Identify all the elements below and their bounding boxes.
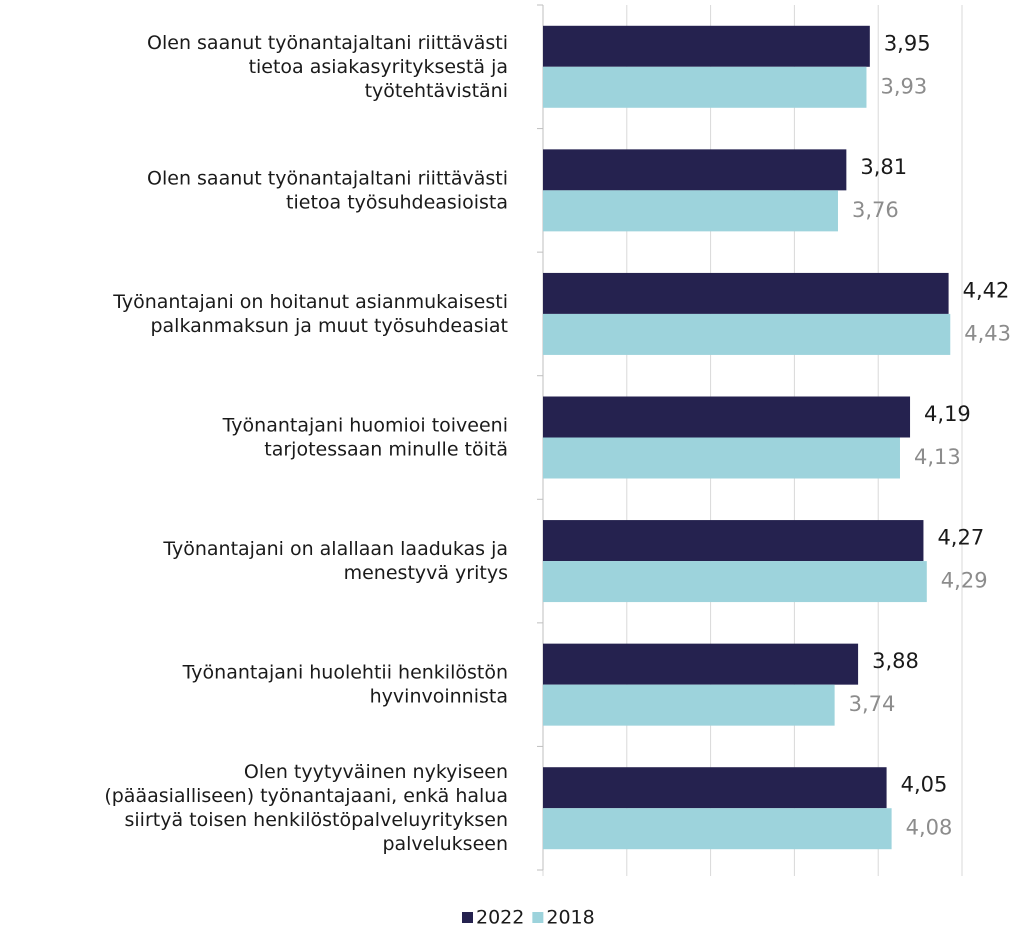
bar (543, 396, 911, 438)
bar (543, 561, 927, 603)
category-label: Olen tyytyväinen nykyiseen (pääasiallisee… (104, 761, 508, 855)
bar (543, 520, 924, 562)
bar (543, 25, 870, 67)
legend-label: 2022 (476, 907, 524, 929)
bar (543, 684, 835, 726)
value-label: 4,43 (964, 321, 1011, 345)
bar (543, 149, 847, 191)
category-label: Työnantajani huomioi toiveeni tarjotessaa… (222, 414, 508, 460)
value-label: 3,76 (852, 198, 899, 222)
bar (543, 767, 887, 809)
value-label: 4,05 (901, 773, 948, 797)
category-label: Työnantajani huolehtii henkilöstön hyvinv… (182, 661, 508, 707)
bar (543, 190, 838, 232)
legend-swatch (532, 912, 544, 923)
legend-label: 2018 (546, 907, 594, 929)
category-label: Työnantajani on alallaan laadukas ja mene… (162, 538, 508, 584)
bar (543, 66, 867, 108)
value-label: 4,19 (924, 402, 971, 426)
bar (543, 808, 892, 850)
category-label: Työnantajani on hoitanut asianmukaisesti… (112, 290, 508, 336)
value-label: 4,42 (963, 278, 1010, 302)
bar (543, 437, 900, 479)
value-label: 3,74 (849, 692, 896, 716)
value-label: 3,95 (884, 31, 931, 55)
value-label: 3,93 (880, 74, 927, 98)
bar (543, 272, 949, 314)
value-label: 4,27 (937, 526, 984, 550)
value-label: 3,88 (872, 649, 919, 673)
legend-swatch (462, 912, 473, 923)
category-label: Olen saanut työnantajaltani riittävästi t… (147, 167, 508, 213)
value-label: 4,13 (914, 445, 961, 469)
bar (543, 643, 859, 685)
value-label: 3,81 (860, 155, 907, 179)
bar (543, 313, 951, 355)
value-label: 4,08 (906, 816, 953, 840)
value-label: 4,29 (941, 569, 988, 593)
category-label: Olen saanut työnantajaltani riittävästi t… (147, 31, 508, 101)
